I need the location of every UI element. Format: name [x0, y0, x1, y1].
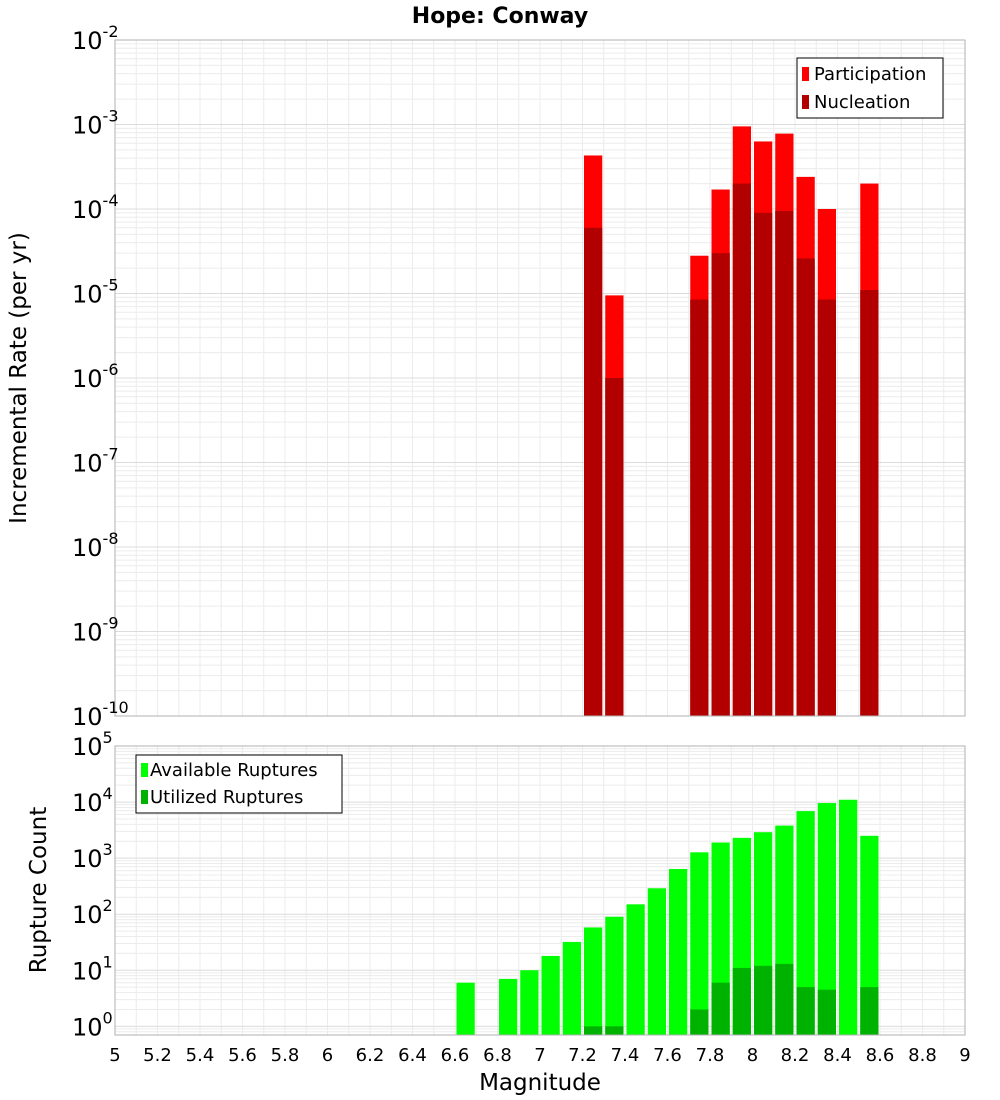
top-y-tick-label: 10-7 — [72, 445, 119, 478]
top-plot-border — [114, 39, 966, 717]
top-y-tick-label: 10-8 — [72, 529, 119, 562]
bottom-bar-utilized-ruptures — [817, 989, 836, 1035]
top-y-ticks: 10-10 10-9 10-8 10-7 10-6 10-5 10-4 10-3 10-2 — [72, 22, 129, 731]
top-bar-nucleation — [690, 299, 709, 716]
x-tick-label: 7.4 — [611, 1045, 640, 1066]
legend-swatch-utilized — [141, 790, 148, 804]
bottom-x-ticks: 5 5.2 5.4 5.6 5.8 6 6.2 6.4 6.6 6.8 7 7.2 7.4 7.6 7.8 8… — [109, 1045, 970, 1066]
x-tick-label: 6.6 — [441, 1045, 470, 1066]
top-y-tick-label: 10-3 — [72, 107, 119, 140]
x-tick-label: 7.2 — [568, 1045, 597, 1066]
bottom-bar-available-ruptures — [626, 904, 645, 1035]
bottom-y-axis-label: Rupture Count — [26, 807, 52, 973]
bottom-y-tick-label: 102 — [72, 896, 113, 929]
x-tick-label: 5 — [109, 1045, 120, 1066]
bottom-bar-available-ruptures — [690, 852, 709, 1035]
x-tick-label: 6.4 — [398, 1045, 427, 1066]
legend-label-available: Available Ruptures — [150, 760, 318, 781]
x-tick-label: 8.6 — [866, 1045, 895, 1066]
bottom-y-tick-label: 101 — [72, 952, 113, 985]
top-y-tick-label: 10-10 — [72, 698, 129, 731]
x-tick-label: 6.2 — [356, 1045, 385, 1066]
bottom-bar-utilized-ruptures — [775, 963, 794, 1035]
legend-label-nucleation: Nucleation — [814, 92, 910, 113]
x-tick-label: 8.8 — [908, 1045, 937, 1066]
bottom-bar-utilized-ruptures — [690, 1009, 709, 1035]
bottom-bar-utilized-ruptures — [754, 965, 773, 1035]
top-bar-nucleation — [817, 299, 836, 716]
x-tick-label: 7 — [534, 1045, 545, 1066]
bottom-bar-utilized-ruptures — [732, 967, 751, 1035]
bottom-bar-utilized-ruptures — [796, 987, 815, 1035]
bottom-y-tick-label: 105 — [72, 728, 113, 761]
bottom-bar-available-ruptures — [605, 916, 624, 1035]
bottom-bar-available-ruptures — [562, 941, 581, 1035]
x-tick-label: 8 — [747, 1045, 758, 1066]
top-legend: Participation Nucleation — [796, 57, 944, 119]
top-grid — [114, 39, 966, 717]
x-tick-label: 7.6 — [653, 1045, 682, 1066]
top-y-axis-label: Incremental Rate (per yr) — [6, 232, 32, 524]
top-y-tick-label: 10-6 — [72, 360, 119, 393]
x-tick-label: 8.2 — [781, 1045, 810, 1066]
bottom-bar-available-ruptures — [499, 978, 518, 1035]
bottom-bar-available-ruptures — [860, 835, 879, 1035]
x-tick-label: 9 — [959, 1045, 970, 1066]
x-tick-label: 5.8 — [271, 1045, 300, 1066]
x-tick-label: 5.2 — [143, 1045, 172, 1066]
top-legend-box — [796, 57, 944, 119]
x-axis-label: Magnitude — [479, 1070, 601, 1096]
bottom-bars — [456, 799, 879, 1035]
top-y-tick-label: 10-4 — [72, 191, 119, 224]
top-plot-area: 10-10 10-9 10-8 10-7 10-6 10-5 10-4 10-3 10-2 In… — [6, 22, 966, 731]
bottom-bar-available-ruptures — [839, 799, 858, 1035]
bottom-plot-border — [114, 745, 966, 1036]
top-bar-nucleation — [775, 210, 794, 716]
legend-swatch-available — [141, 763, 148, 777]
top-bar-nucleation — [754, 212, 773, 716]
bottom-bar-utilized-ruptures — [584, 1026, 603, 1035]
bottom-bar-available-ruptures — [520, 970, 539, 1035]
top-y-tick-label: 10-5 — [72, 276, 119, 309]
bottom-y-tick-label: 100 — [72, 1008, 113, 1041]
top-bars — [584, 126, 879, 717]
top-bar-nucleation — [860, 290, 879, 716]
bottom-bar-utilized-ruptures — [860, 987, 879, 1035]
bottom-bar-available-ruptures — [796, 811, 815, 1035]
x-tick-label: 6 — [322, 1045, 333, 1066]
x-tick-label: 7.8 — [696, 1045, 725, 1066]
top-y-tick-label: 10-2 — [72, 22, 119, 55]
top-y-tick-label: 10-9 — [72, 614, 119, 647]
chart-title: Hope: Conway — [412, 4, 588, 29]
bottom-y-tick-label: 103 — [72, 840, 113, 873]
top-bar-nucleation — [605, 378, 624, 716]
top-bar-nucleation — [796, 258, 815, 716]
bottom-bar-utilized-ruptures — [605, 1026, 624, 1035]
bottom-legend-box — [135, 754, 343, 814]
x-tick-label: 8.4 — [823, 1045, 852, 1066]
legend-label-participation: Participation — [814, 64, 926, 85]
legend-swatch-nucleation — [802, 95, 809, 109]
bottom-bar-available-ruptures — [456, 982, 475, 1035]
bottom-bar-available-ruptures — [817, 803, 836, 1035]
legend-label-utilized: Utilized Ruptures — [150, 787, 303, 808]
x-tick-label: 5.4 — [186, 1045, 215, 1066]
legend-swatch-participation — [802, 67, 809, 81]
bottom-bar-available-ruptures — [669, 868, 688, 1035]
top-bar-nucleation — [584, 227, 603, 716]
top-bar-nucleation — [732, 183, 751, 716]
top-bar-nucleation — [711, 253, 730, 716]
bottom-bar-available-ruptures — [584, 927, 603, 1035]
bottom-y-tick-label: 104 — [72, 784, 113, 817]
x-tick-label: 6.8 — [483, 1045, 512, 1066]
bottom-plot-area: 100 101 102 103 104 105 5 5.2 5.4 5.6 5.8 6 6.2 6.4 6… — [26, 728, 971, 1096]
bottom-y-ticks: 100 101 102 103 104 105 — [72, 728, 113, 1041]
bottom-bar-utilized-ruptures — [711, 982, 730, 1035]
bottom-bar-available-ruptures — [541, 955, 560, 1035]
bottom-bar-available-ruptures — [647, 888, 666, 1035]
bottom-legend: Available Ruptures Utilized Ruptures — [135, 754, 343, 814]
x-tick-label: 5.6 — [228, 1045, 257, 1066]
